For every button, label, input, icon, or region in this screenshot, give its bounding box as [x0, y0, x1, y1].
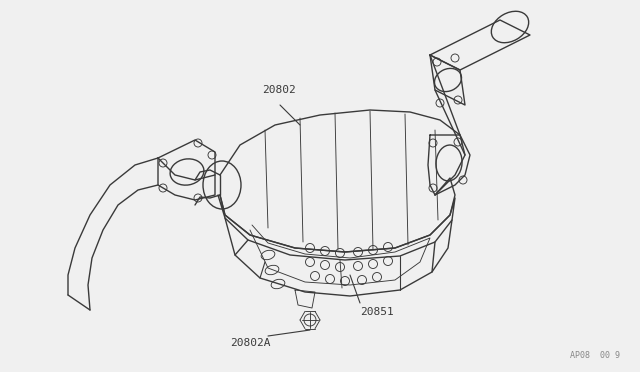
Text: 20802: 20802 [262, 85, 296, 95]
Text: 20802A: 20802A [230, 338, 271, 348]
Text: AP08  00 9: AP08 00 9 [570, 351, 620, 360]
Text: 20851: 20851 [360, 307, 394, 317]
